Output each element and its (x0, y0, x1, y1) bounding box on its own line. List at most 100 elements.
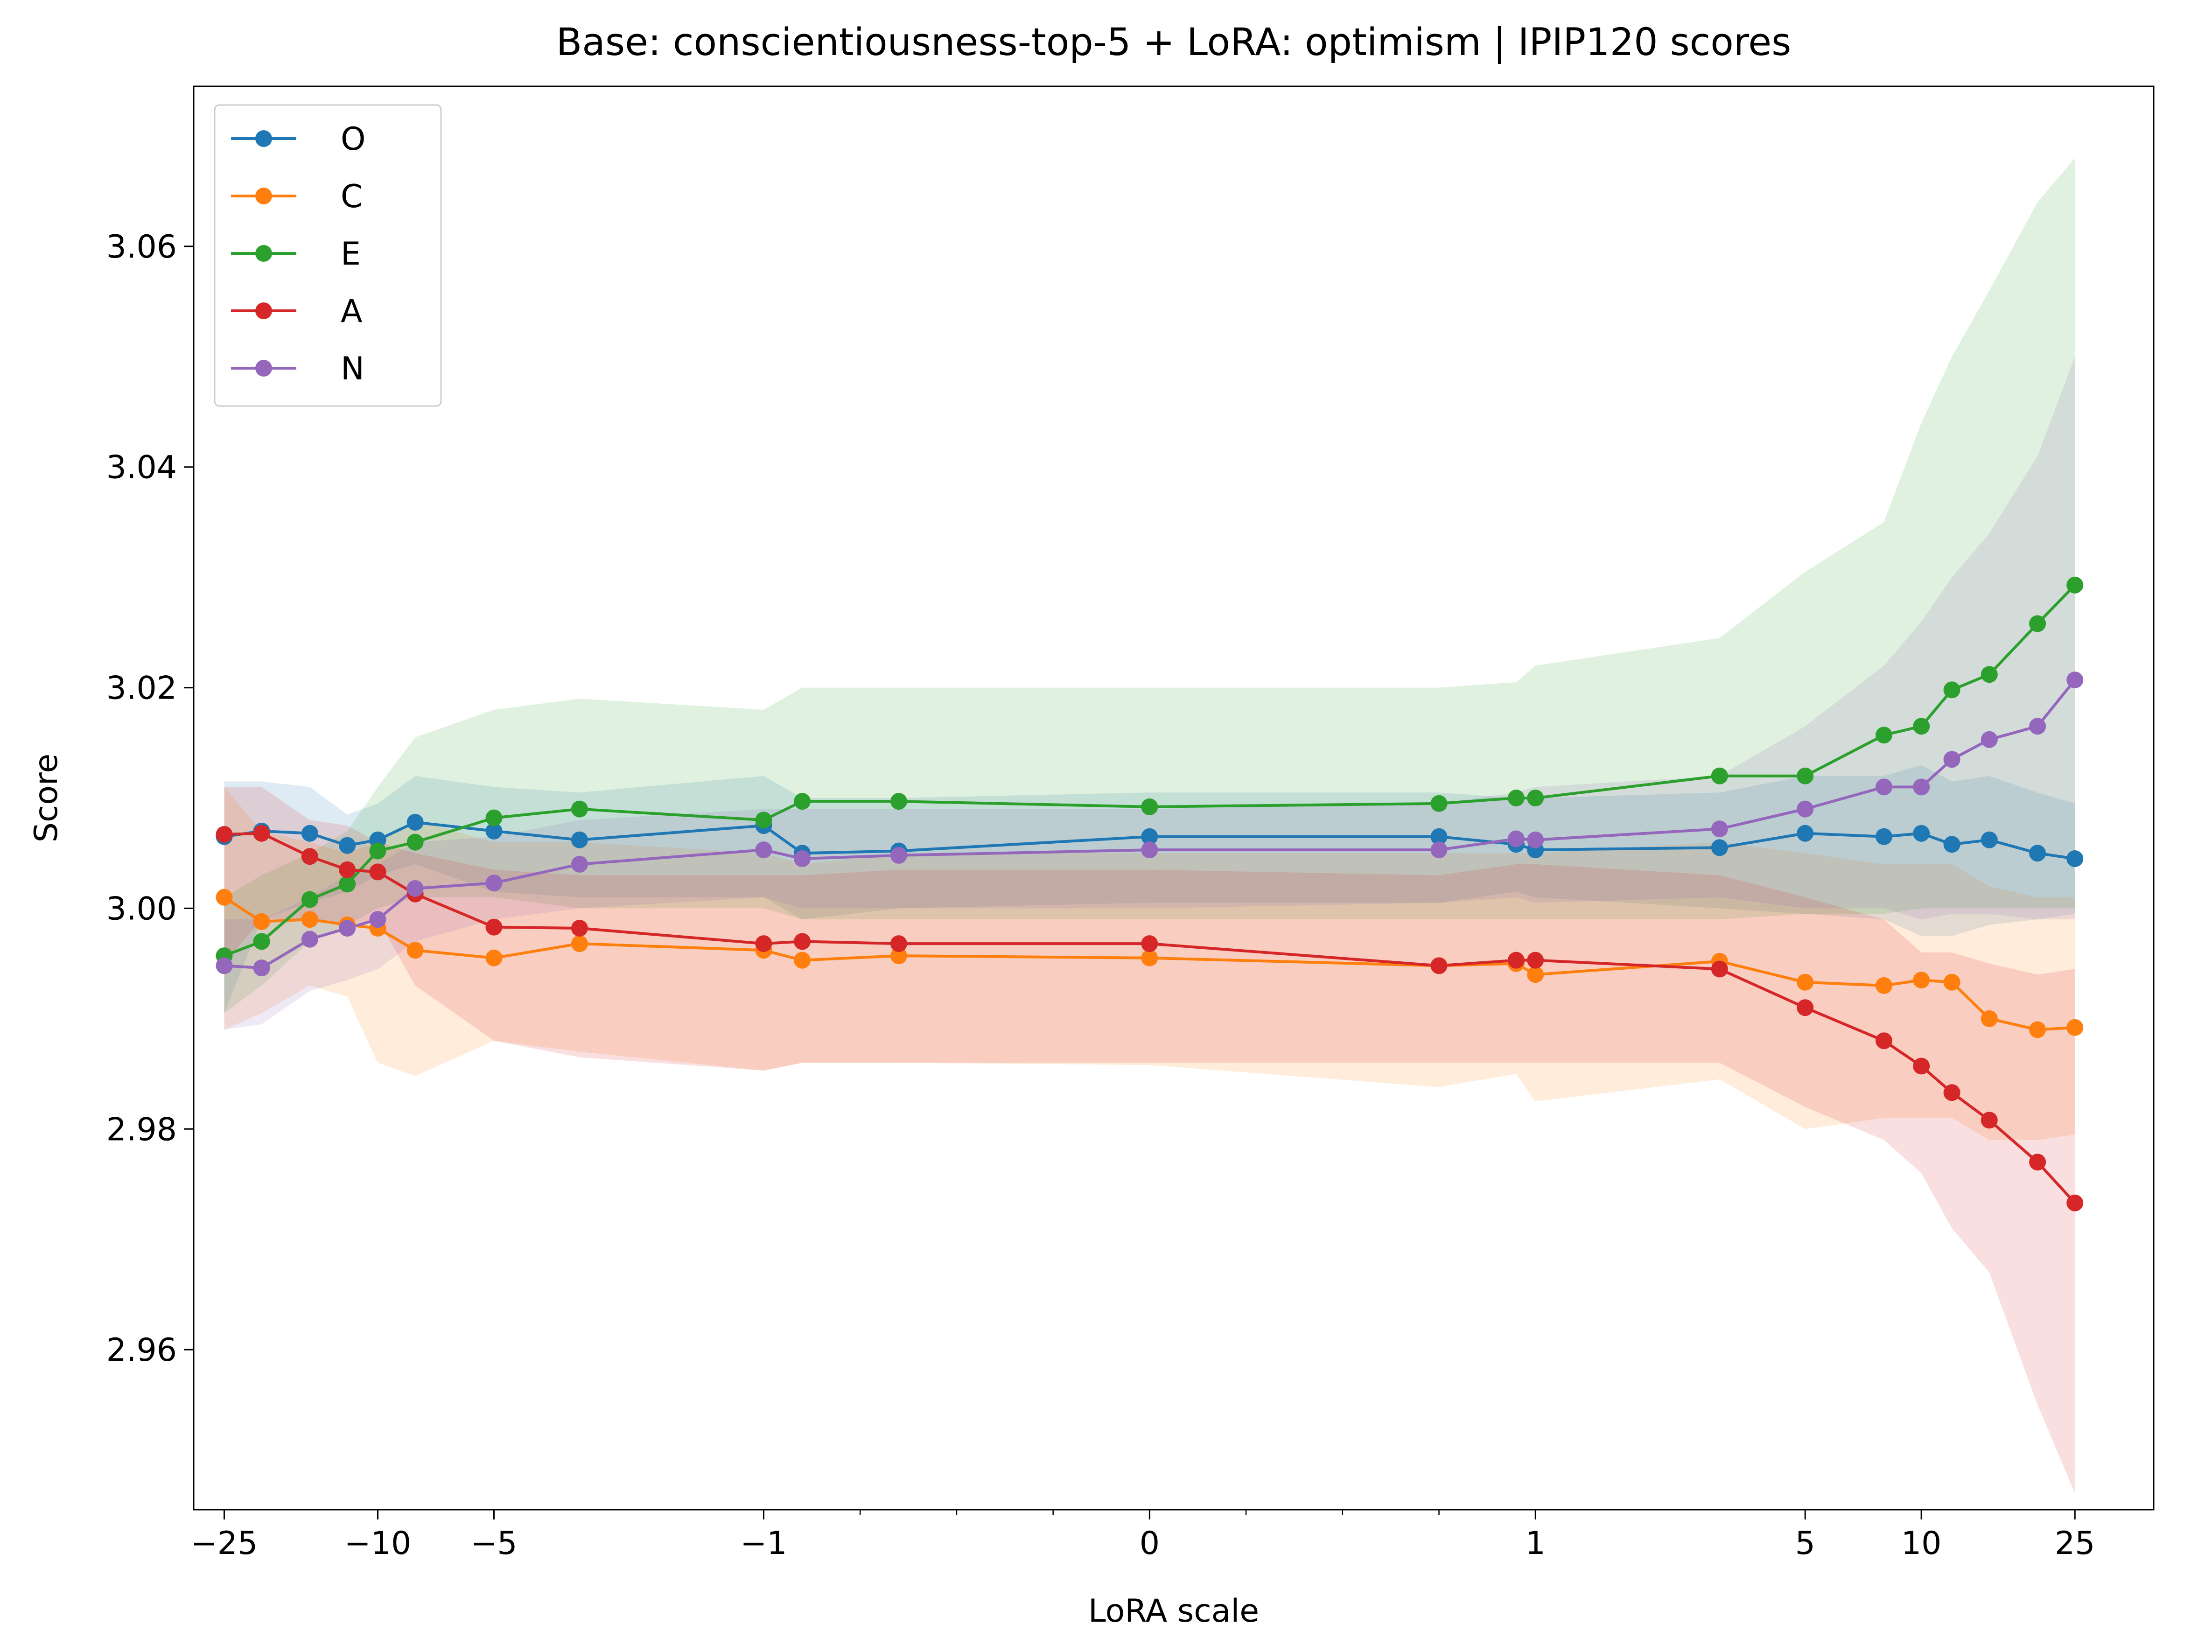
point-c (2066, 1019, 2084, 1036)
point-a (2066, 1194, 2084, 1211)
point-n (571, 855, 588, 873)
point-e (1943, 681, 1960, 699)
x-tick-label: −10 (344, 1525, 412, 1562)
legend-label-c: C (341, 178, 363, 215)
point-e (485, 809, 503, 826)
point-e (1507, 790, 1525, 806)
point-c (485, 949, 503, 966)
point-a (755, 935, 772, 952)
point-o (1913, 825, 1930, 842)
legend-label-n: N (341, 350, 364, 387)
point-e (890, 793, 907, 810)
legend-marker-e (255, 245, 272, 262)
point-c (1913, 972, 1930, 989)
point-e (1876, 727, 1892, 744)
point-o (2029, 845, 2046, 862)
point-e (755, 812, 772, 829)
point-a (339, 861, 356, 878)
point-a (2029, 1154, 2046, 1171)
point-c (890, 947, 907, 965)
point-c (794, 952, 811, 969)
point-e (339, 875, 356, 893)
point-n (1507, 830, 1525, 847)
point-n (890, 847, 907, 864)
point-o (1943, 836, 1960, 853)
x-tick-label: −1 (740, 1525, 787, 1562)
y-axis-label: Score (28, 754, 65, 842)
point-a (794, 933, 811, 950)
point-a (1981, 1112, 1998, 1129)
point-c (2029, 1021, 2046, 1038)
point-c (253, 913, 270, 930)
point-n (253, 959, 270, 977)
point-n (369, 911, 386, 928)
point-e (406, 833, 424, 851)
point-a (1876, 1032, 1892, 1050)
point-o (339, 837, 356, 854)
point-n (1430, 841, 1448, 859)
point-a (1430, 957, 1448, 974)
legend-label-e: E (341, 236, 361, 273)
point-c (301, 911, 318, 928)
point-n (1943, 751, 1960, 768)
point-o (1797, 825, 1814, 842)
band-e (224, 158, 2075, 1014)
point-o (1141, 828, 1158, 845)
point-c (1527, 966, 1544, 983)
point-e (1527, 790, 1544, 806)
point-a (1711, 960, 1728, 978)
legend-label-o: O (341, 121, 366, 158)
point-a (485, 918, 503, 936)
band-o (224, 765, 2075, 1013)
point-c (1141, 949, 1158, 966)
x-tick-label: 25 (2055, 1525, 2095, 1562)
point-a (1527, 952, 1544, 969)
point-n (1913, 778, 1930, 796)
point-c (1943, 973, 1960, 991)
point-a (216, 826, 233, 843)
point-n (755, 841, 772, 859)
point-n (1711, 820, 1728, 838)
x-axis: −25 −10 −5 −1 0 1 5 10 25 (191, 1510, 2095, 1562)
legend-marker-c (255, 188, 272, 204)
y-axis: 2.96 2.98 3.00 3.02 3.04 3.06 (106, 229, 194, 1369)
x-tick-label: −25 (191, 1525, 258, 1562)
point-e (1913, 718, 1930, 735)
point-e (1711, 767, 1728, 784)
point-n (485, 875, 503, 892)
point-o (406, 814, 424, 831)
point-o (571, 831, 588, 848)
point-a (1141, 935, 1158, 952)
point-c (216, 889, 233, 906)
point-a (890, 935, 907, 952)
point-n (301, 931, 318, 948)
x-tick-label: 0 (1140, 1525, 1160, 1562)
point-e (369, 842, 386, 860)
point-c (406, 942, 424, 959)
legend-label-a: A (341, 293, 363, 330)
point-o (1711, 839, 1728, 856)
chart-title: Base: conscientiousness-top-5 + LoRA: op… (556, 21, 1792, 64)
point-a (253, 825, 270, 842)
legend-box (214, 104, 442, 407)
legend-marker-a (255, 302, 272, 319)
point-e (2029, 615, 2046, 632)
point-n (1141, 841, 1158, 859)
point-n (2029, 718, 2046, 735)
point-n (339, 920, 356, 937)
point-c (1876, 977, 1892, 994)
point-n (1527, 831, 1544, 848)
point-o (1876, 828, 1892, 845)
y-tick-label: 2.98 (106, 1111, 177, 1148)
y-tick-label: 2.96 (106, 1332, 177, 1369)
point-a (301, 848, 318, 865)
point-n (1876, 778, 1892, 796)
plot-frame (193, 85, 2155, 1511)
point-o (485, 822, 503, 840)
point-a (571, 920, 588, 937)
point-c (571, 935, 588, 952)
point-e (253, 933, 270, 950)
point-n (794, 850, 811, 867)
point-c (1981, 1010, 1998, 1027)
legend-marker-n (255, 360, 272, 377)
